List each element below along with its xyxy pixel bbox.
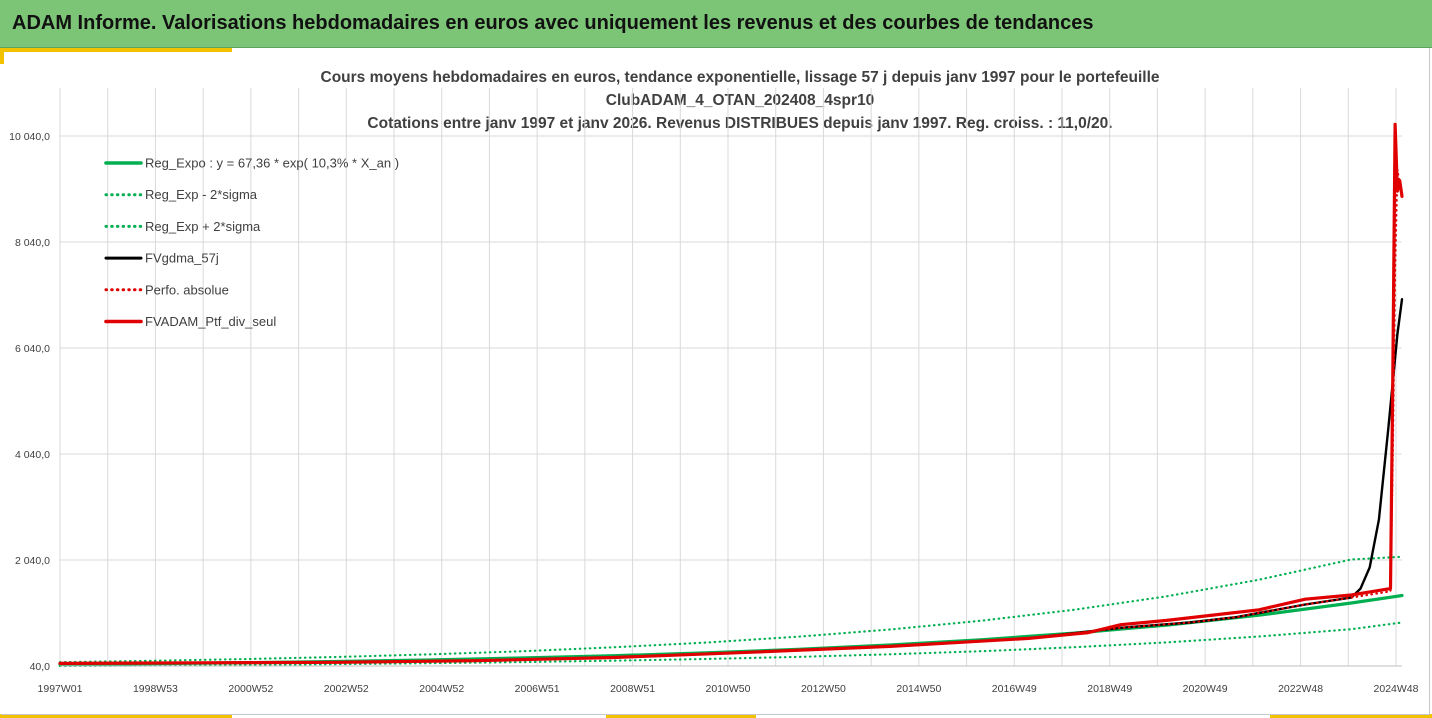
chart-title-block: Cours moyens hebdomadaires en euros, ten… — [200, 66, 1280, 135]
x-tick-label: 2016W49 — [992, 683, 1037, 695]
x-tick-label: 2020W49 — [1183, 683, 1228, 695]
y-tick-label: 2 040,0 — [15, 555, 50, 567]
legend-label-4: FVgdma_57j — [145, 251, 219, 266]
y-tick-label: 4 040,0 — [15, 449, 50, 461]
x-tick-label: 2024W48 — [1374, 683, 1419, 695]
x-tick-label: 1997W01 — [38, 683, 83, 695]
series-line-6 — [58, 122, 1404, 666]
chart-title-line-3: Cotations entre janv 1997 et janv 2026. … — [367, 115, 1113, 132]
grid-lines — [59, 88, 1402, 667]
accent-bar-left-edge — [0, 48, 4, 64]
x-tick-label: 2004W52 — [419, 683, 464, 695]
legend-label-1: Reg_Expo : y = 67,36 * exp( 10,3% * X_an… — [145, 156, 399, 171]
x-tick-label: 2006W51 — [515, 683, 560, 695]
x-tick-label: 2002W52 — [324, 683, 369, 695]
chart-title-line-2: ClubADAM_4_OTAN_202408_4spr10 — [605, 92, 875, 109]
y-tick-label: 40,0 — [30, 661, 51, 673]
legend: Reg_Expo : y = 67,36 * exp( 10,3% * X_an… — [104, 156, 399, 329]
x-tick-label: 2012W50 — [801, 683, 846, 695]
report-title: ADAM Informe. Valorisations hebdomadaire… — [12, 12, 1094, 34]
x-tick-label: 2010W50 — [706, 683, 751, 695]
x-tick-label: 2022W48 — [1278, 683, 1323, 695]
series-line-3 — [58, 555, 1404, 664]
accent-bar-bottom-right — [1270, 714, 1432, 718]
axes: 40,0 2 040,0 4 040,0 6 040,0 8 040,0 10 040,0… — [9, 131, 1419, 695]
series-line-4 — [58, 298, 1404, 665]
x-tick-label: 1998W53 — [133, 683, 178, 695]
y-tick-label: 8 040,0 — [15, 237, 50, 249]
series-line-5 — [58, 168, 1404, 665]
accent-bar-bottom-center — [606, 714, 756, 718]
report-banner: ADAM Informe. Valorisations hebdomadaire… — [0, 0, 1432, 48]
x-tick-label: 2018W49 — [1087, 683, 1132, 695]
accent-bar-top-left — [0, 48, 232, 52]
legend-label-3: Reg_Exp + 2*sigma — [145, 219, 261, 234]
legend-label-6: FVADAM_Ptf_div_seul — [145, 314, 276, 329]
series-lines — [58, 122, 1404, 668]
chart-frame — [1, 48, 1430, 715]
legend-label-2: Reg_Exp - 2*sigma — [145, 187, 258, 202]
x-tick-label: 2008W51 — [610, 683, 655, 695]
accent-bar-bottom-left — [0, 714, 232, 718]
legend-label-5: Perfo. absolue — [145, 282, 229, 297]
y-tick-label: 6 040,0 — [15, 343, 50, 355]
series-line-2 — [58, 621, 1404, 668]
x-tick-label: 2000W52 — [228, 683, 273, 695]
y-tick-label: 10 040,0 — [9, 131, 50, 143]
x-tick-label: 2014W50 — [896, 683, 941, 695]
chart-title-line-1: Cours moyens hebdomadaires en euros, ten… — [320, 69, 1160, 86]
